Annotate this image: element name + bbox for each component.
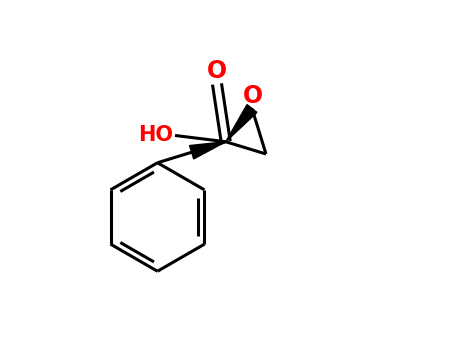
Text: O: O (243, 84, 263, 108)
Polygon shape (226, 105, 257, 142)
Text: O: O (207, 59, 227, 83)
Text: HO: HO (138, 125, 173, 145)
Polygon shape (190, 142, 226, 159)
